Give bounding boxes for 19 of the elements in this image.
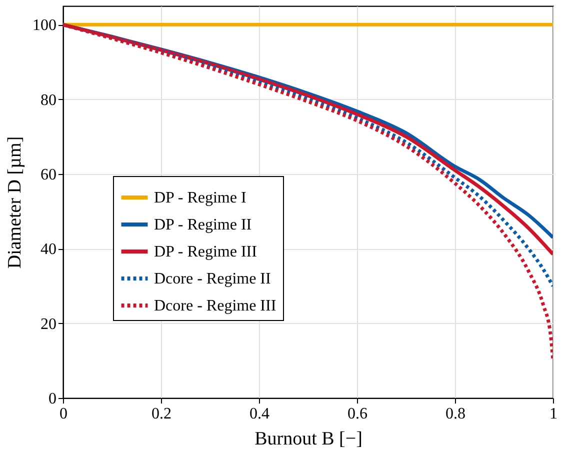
y-tick-label: 40	[40, 241, 56, 258]
legend-label: Dcore - Regime III	[154, 298, 276, 314]
y-tick-label: 60	[40, 166, 56, 184]
legend-label: DP - Regime II	[154, 216, 252, 234]
y-tick-label: 20	[40, 316, 56, 333]
x-tick-label: 0.6	[348, 406, 368, 422]
x-tick-label: 0.2	[152, 406, 172, 422]
y-tick-label: 80	[40, 92, 56, 109]
x-axis-title: Burnout B [−]	[254, 428, 362, 450]
legend-label: DP - Regime I	[154, 190, 246, 206]
x-tick-label: 0.8	[446, 406, 466, 422]
x-tick-label: 0	[60, 406, 68, 422]
x-tick-label: 1	[550, 406, 558, 422]
x-tick-label: 0.4	[250, 406, 270, 422]
legend-label: DP - Regime III	[154, 244, 257, 260]
y-tick-label: 100	[32, 17, 56, 34]
legend-label: Dcore - Regime II	[154, 270, 271, 288]
y-axis-title: Diameter D [µm]	[4, 136, 26, 269]
y-tick-label: 0	[48, 390, 56, 408]
